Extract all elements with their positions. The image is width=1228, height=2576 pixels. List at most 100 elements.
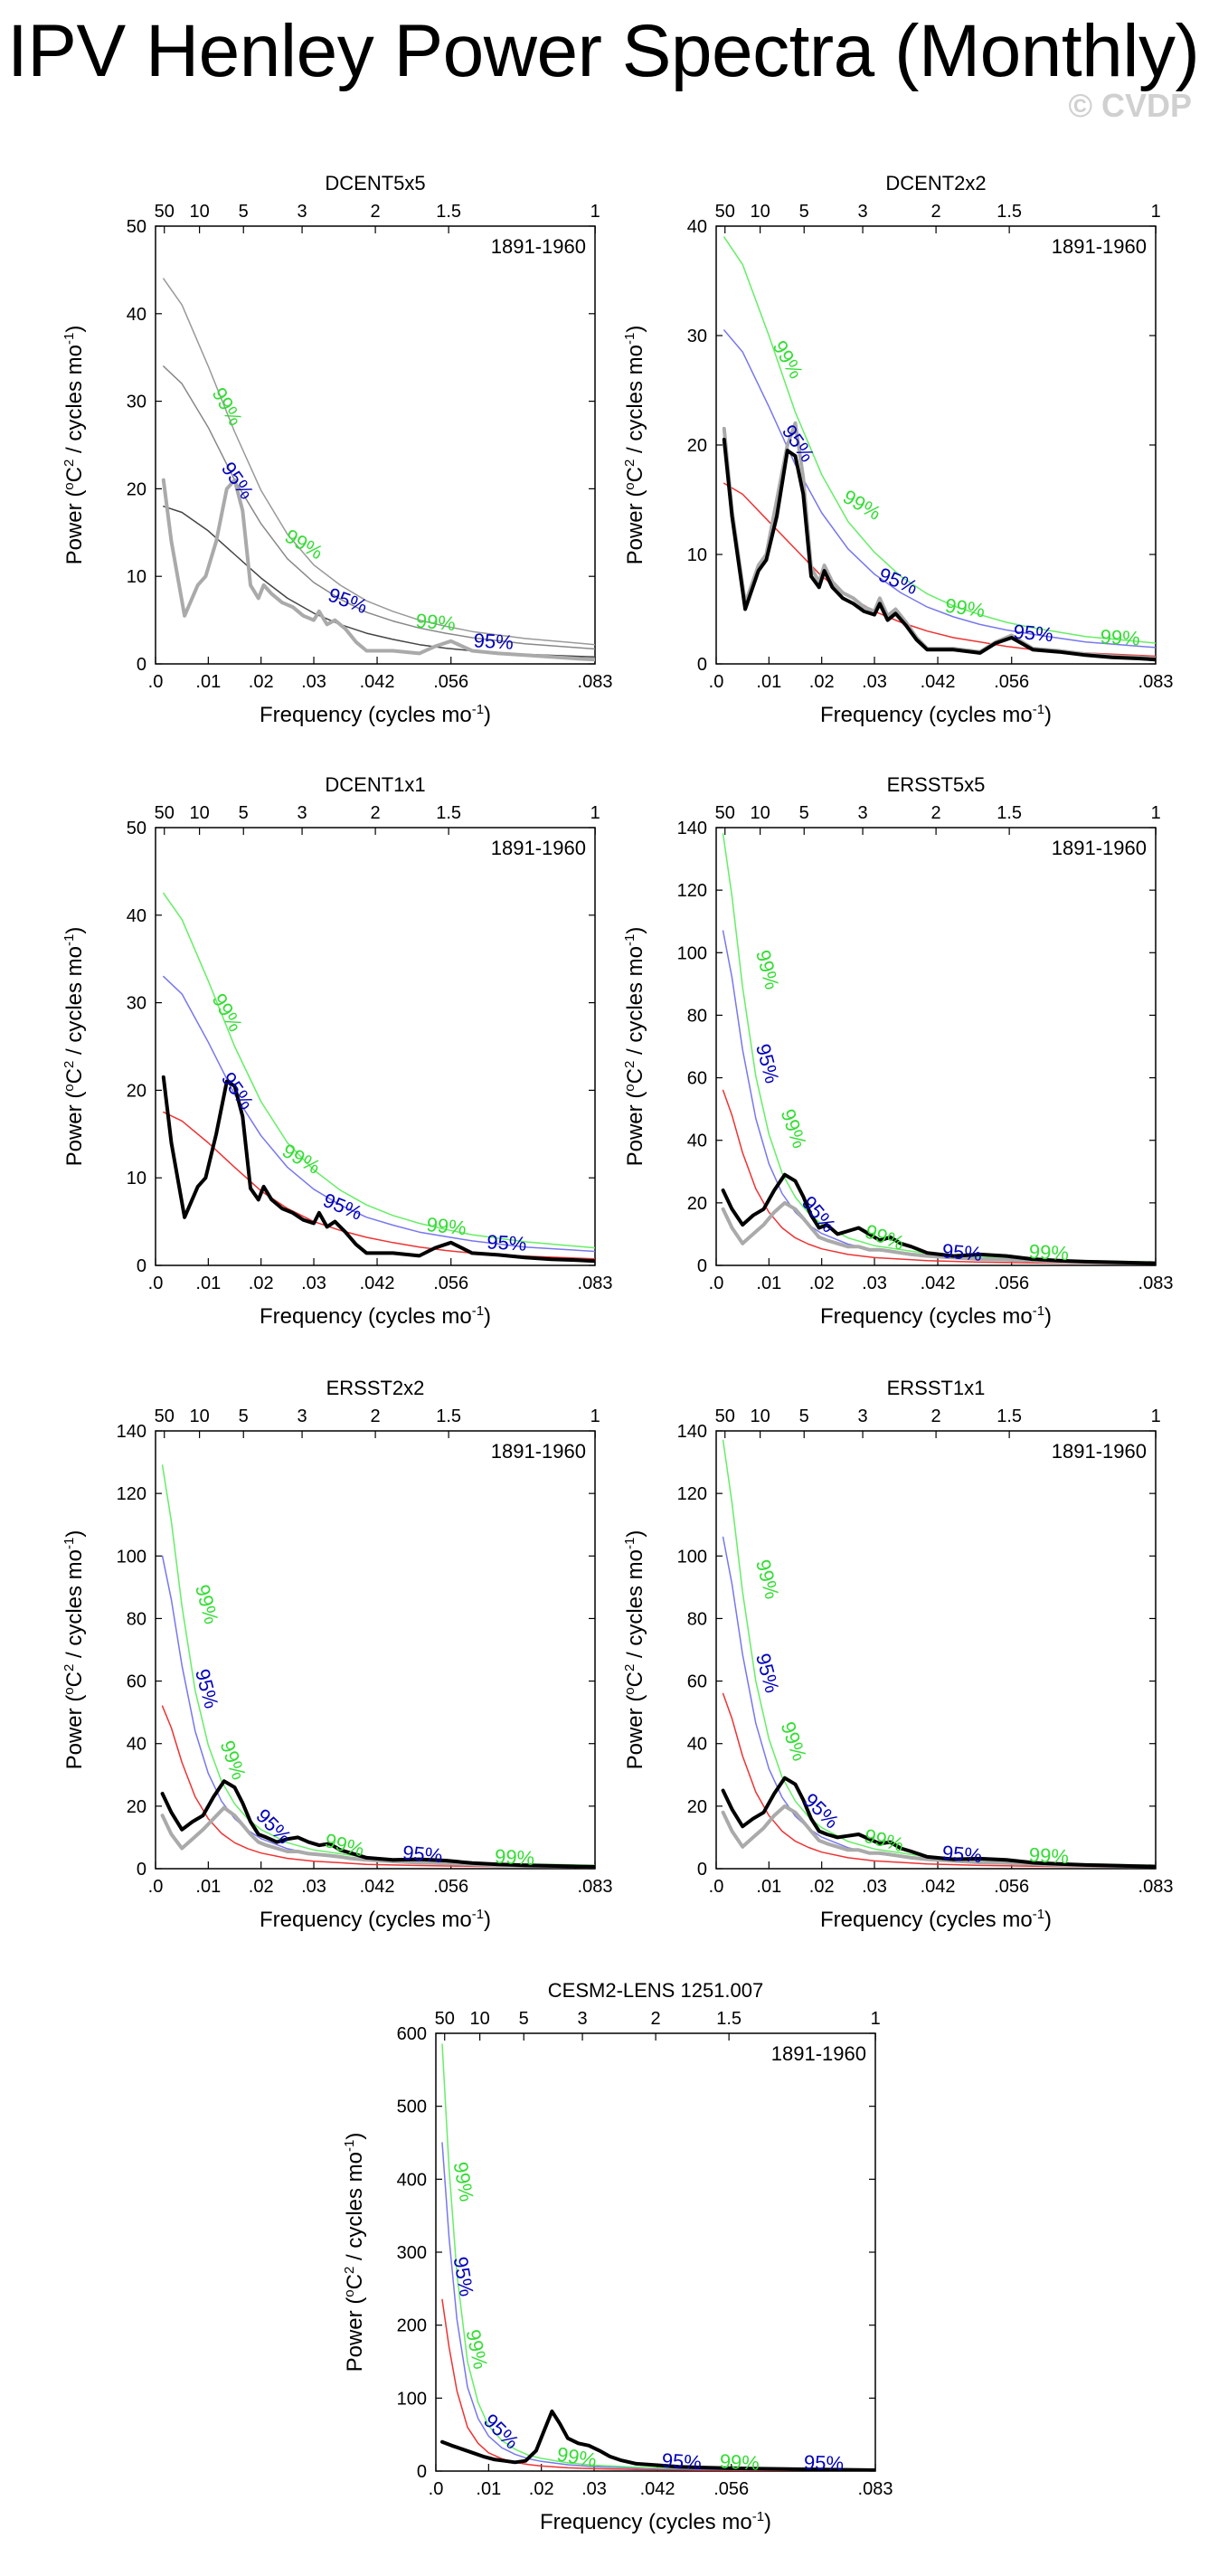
period-tick-label: 10	[750, 1406, 770, 1426]
x-tick-label: .01	[195, 1877, 221, 1897]
period-tick-label: 10	[189, 1406, 209, 1426]
series-group	[161, 278, 595, 662]
y-axis-label-ylabel-sup2: 2	[61, 1061, 77, 1068]
period-tick-label: 1	[1151, 803, 1161, 823]
significance-label: 99%	[208, 384, 248, 430]
series-group	[721, 1439, 1156, 1869]
y-tick-label: 600	[397, 2024, 427, 2044]
y-axis-label-ylabel: Power (	[62, 1092, 87, 1167]
series-line-95-	[163, 975, 595, 1253]
y-axis-label-ylabel: Power (	[623, 1092, 647, 1167]
y-tick-label: 0	[137, 1860, 146, 1880]
x-axis-label-text: Frequency (cycles mo	[820, 1908, 1033, 1932]
x-tick-label: .0	[148, 1877, 164, 1897]
period-tick-label: 2	[371, 202, 381, 222]
x-tick-label: .042	[640, 2479, 675, 2499]
x-axis-label-sup: -1	[472, 1907, 484, 1922]
x-axis-label-text: Frequency (cycles mo	[820, 1304, 1033, 1329]
y-axis-label-ylabel-close: )	[343, 2133, 367, 2140]
y-axis-label-ylabel-mid: C	[62, 1068, 87, 1084]
y-axis-label: Power (oC2 / cycles mo-1)	[61, 326, 87, 565]
y-tick-label: 30	[687, 327, 707, 346]
series-line-95-	[441, 2142, 875, 2471]
y-tick-label: 300	[397, 2243, 427, 2263]
series-line-95-	[163, 365, 595, 650]
period-tick-label: 2	[931, 803, 941, 823]
y-axis-label-ylabel: Power (	[343, 2297, 367, 2372]
y-axis-label-ylabel-sup3: -1	[342, 2140, 357, 2152]
period-label: 1891-1960	[1052, 837, 1147, 859]
y-tick-label: 30	[127, 994, 146, 1014]
x-tick-label: .042	[921, 672, 956, 692]
period-label: 1891-1960	[491, 837, 586, 859]
series-group	[161, 892, 595, 1264]
series-line-95-	[161, 1555, 595, 1867]
x-tick-label: .042	[360, 1274, 395, 1293]
series-line-99-	[163, 892, 595, 1249]
series-line-95-	[722, 1536, 1156, 1867]
period-tick-label: 1.5	[997, 803, 1022, 823]
y-tick-label: 20	[687, 1194, 707, 1214]
y-axis-label: Power (oC2 / cycles mo-1)	[622, 1530, 647, 1770]
x-tick-label: .03	[862, 672, 887, 692]
x-axis-label-text: Frequency (cycles mo	[260, 1908, 472, 1932]
x-tick-label: .03	[301, 1274, 326, 1293]
series-line-95-	[722, 930, 1156, 1264]
y-tick-label: 10	[127, 1169, 146, 1189]
x-axis-label-sup: -1	[472, 702, 484, 717]
x-axis-label-sup: -1	[1033, 1907, 1044, 1922]
y-axis-label-ylabel-sup: o	[342, 2289, 357, 2297]
y-axis-label-ylabel-sup: o	[622, 482, 638, 489]
series-line-red-noise	[163, 506, 595, 658]
x-axis-label-end: )	[1044, 1304, 1052, 1329]
y-axis-label-ylabel-end: / cycles mo	[62, 946, 87, 1061]
significance-label: 99%	[208, 990, 248, 1036]
y-tick-label: 0	[137, 1256, 146, 1276]
y-tick-label: 60	[687, 1672, 707, 1692]
y-tick-label: 200	[397, 2316, 427, 2336]
y-tick-label: 60	[687, 1069, 707, 1089]
y-axis-label-ylabel-close: )	[62, 326, 87, 333]
x-tick-label: .056	[433, 672, 468, 692]
spectrum-panel-1: DCENT5x5 1891-1960 0 10 20 30 40 50 .0 .01 .02 .03.…	[61, 172, 612, 727]
x-tick-label: .03	[301, 1877, 326, 1897]
period-tick-label: 5	[519, 2009, 529, 2029]
y-tick-label: 40	[687, 1132, 707, 1151]
y-tick-label: 0	[417, 2462, 427, 2482]
y-axis-label-ylabel-close: )	[623, 1530, 647, 1538]
significance-label: 99%	[1028, 1843, 1069, 1868]
series-line-99-	[163, 278, 595, 646]
period-label: 1891-1960	[1052, 1440, 1147, 1463]
y-tick-label: 0	[697, 1256, 707, 1276]
y-tick-label: 40	[687, 1735, 707, 1755]
y-tick-label: 100	[677, 943, 707, 963]
spectrum-panel-7: CESM2-LENS 1251.007 1891-1960 0 100 200 300 40…	[342, 1979, 893, 2534]
y-axis-label-ylabel-sup3: -1	[61, 333, 77, 345]
period-tick-label: 50	[715, 803, 735, 823]
x-axis-label-end: )	[1044, 703, 1052, 727]
y-tick-label: 100	[677, 1547, 707, 1567]
y-axis-label: Power (oC2 / cycles mo-1)	[622, 927, 647, 1167]
x-axis-label-text: Frequency (cycles mo	[260, 1304, 472, 1329]
period-tick-label: 3	[858, 1406, 868, 1426]
x-tick-label: .056	[994, 1877, 1029, 1897]
x-tick-label: .01	[476, 2479, 501, 2499]
significance-label: 99%	[449, 2160, 478, 2203]
significance-label: 99%	[777, 1719, 812, 1764]
y-tick-label: 400	[397, 2170, 427, 2190]
significance-label: 95%	[875, 564, 921, 600]
page-title: IPV Henley Power Spectra (Monthly)	[7, 10, 1200, 92]
series-line-99-	[722, 1439, 1156, 1866]
period-tick-label: 5	[799, 803, 809, 823]
x-tick-label: .01	[756, 672, 781, 692]
y-tick-label: 50	[127, 217, 146, 237]
period-tick-label: 3	[858, 803, 868, 823]
significance-label: 99%	[1028, 1240, 1069, 1264]
series-line-99-	[722, 833, 1156, 1263]
x-tick-label: .03	[581, 2479, 607, 2499]
significance-label: 95%	[661, 2448, 703, 2474]
x-axis-label: Frequency (cycles mo-1)	[540, 2509, 771, 2534]
x-axis-label-sup: -1	[1033, 702, 1044, 717]
period-tick-label: 3	[298, 803, 307, 823]
significance-label: 95%	[320, 1189, 365, 1225]
